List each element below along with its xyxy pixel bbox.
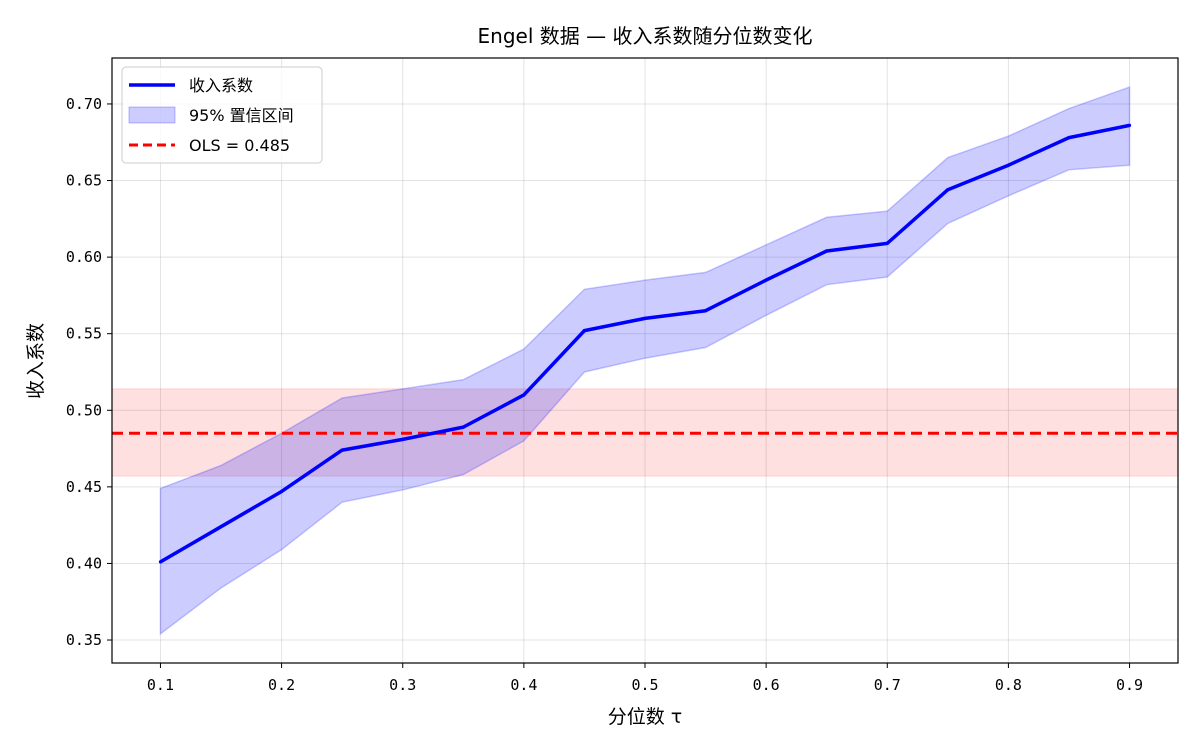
legend-label-ols: OLS = 0.485 bbox=[189, 136, 290, 155]
x-tick-label: 0.7 bbox=[874, 676, 901, 694]
confidence-band bbox=[159, 86, 1131, 636]
legend-label-series: 收入系数 bbox=[189, 76, 253, 95]
x-tick-label: 0.9 bbox=[1116, 676, 1143, 694]
confidence-band-group bbox=[159, 86, 1131, 636]
series-point bbox=[825, 249, 829, 253]
x-tick-label: 0.2 bbox=[268, 676, 295, 694]
series-point bbox=[946, 188, 950, 192]
legend-band-swatch bbox=[128, 106, 176, 124]
legend-label-confidence: 95% 置信区间 bbox=[189, 106, 294, 125]
series-point bbox=[522, 393, 526, 397]
y-ticks: 0.35 0.40 0.45 0.50 0.55 0.60 0.65 0.70 bbox=[66, 95, 112, 649]
y-tick-label: 0.60 bbox=[66, 248, 102, 266]
y-axis-label: 收入系数 bbox=[25, 323, 47, 399]
legend-box bbox=[121, 66, 323, 164]
series-point bbox=[1006, 163, 1011, 167]
y-tick-label: 0.65 bbox=[66, 172, 102, 190]
x-tick-label: 0.3 bbox=[389, 676, 416, 694]
y-tick-label: 0.70 bbox=[66, 95, 102, 113]
series-point bbox=[1127, 123, 1132, 127]
x-tick-label: 0.6 bbox=[753, 676, 780, 694]
x-axis-label: 分位数 τ bbox=[608, 706, 682, 728]
x-tick-label: 0.8 bbox=[995, 676, 1022, 694]
series-point bbox=[219, 525, 223, 529]
series-point bbox=[401, 437, 405, 441]
series-point bbox=[703, 309, 708, 313]
series-group bbox=[158, 123, 1132, 564]
series-point bbox=[279, 489, 284, 494]
series-point bbox=[643, 316, 647, 320]
series-point bbox=[158, 560, 163, 564]
chart-title: Engel 数据 — 收入系数随分位数变化 bbox=[478, 24, 813, 48]
x-tick-label: 0.1 bbox=[147, 676, 174, 694]
series-point bbox=[764, 278, 768, 282]
x-tick-label: 0.5 bbox=[631, 676, 658, 694]
y-tick-label: 0.55 bbox=[66, 325, 102, 343]
y-tick-label: 0.40 bbox=[66, 554, 102, 572]
y-tick-label: 0.50 bbox=[66, 401, 102, 419]
x-ticks: 0.1 0.2 0.3 0.4 0.5 0.6 0.7 0.8 0.9 bbox=[147, 663, 1143, 694]
y-tick-label: 0.45 bbox=[66, 478, 102, 496]
series-point bbox=[1067, 136, 1071, 140]
legend: 收入系数 95% 置信区间 OLS = 0.485 bbox=[121, 66, 323, 164]
series-point bbox=[582, 329, 587, 333]
x-tick-label: 0.4 bbox=[510, 676, 537, 694]
y-tick-label: 0.35 bbox=[66, 631, 102, 649]
grid bbox=[112, 58, 1178, 663]
series-point bbox=[885, 241, 889, 245]
series-point bbox=[340, 448, 344, 452]
series-point bbox=[461, 425, 465, 429]
